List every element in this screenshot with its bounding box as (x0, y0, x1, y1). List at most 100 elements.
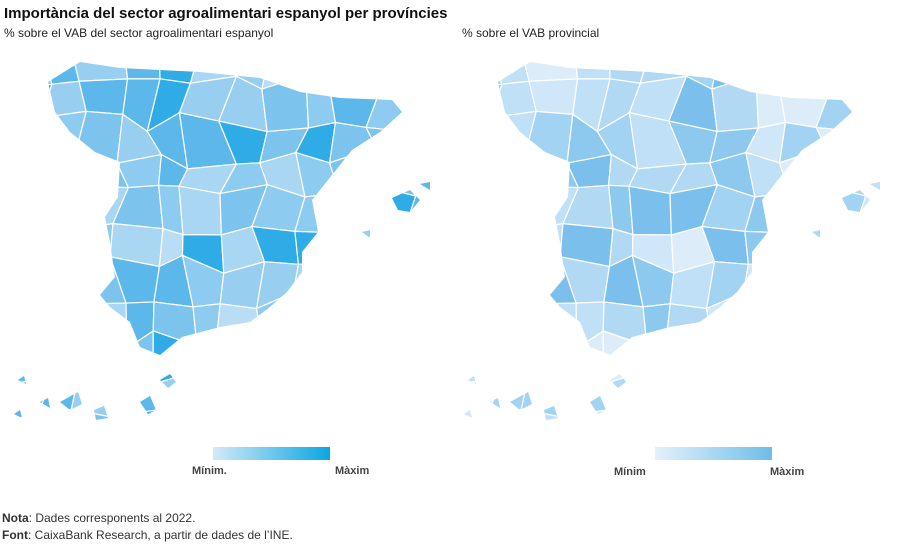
province (255, 261, 300, 310)
province (816, 266, 851, 307)
province (110, 409, 158, 420)
province (816, 230, 855, 269)
province (338, 186, 380, 239)
province (398, 299, 430, 336)
map (464, 62, 880, 420)
province (744, 230, 795, 265)
province (488, 263, 542, 310)
legend-scale (213, 447, 330, 460)
note-text: : Dades corresponents al 2022. (29, 511, 196, 525)
province (152, 372, 188, 414)
province (370, 186, 417, 239)
province (745, 368, 793, 418)
province (629, 369, 683, 414)
legend-max: Màxim (335, 465, 369, 477)
province (672, 369, 707, 420)
province (779, 62, 829, 96)
province (252, 375, 308, 420)
province (464, 263, 496, 314)
province (14, 415, 57, 420)
province (78, 78, 129, 116)
province (815, 85, 866, 134)
province (408, 78, 430, 134)
province (464, 377, 503, 420)
province (407, 371, 430, 419)
province (14, 328, 53, 385)
province (857, 371, 880, 419)
province (811, 301, 864, 342)
province (152, 330, 198, 386)
province (811, 333, 864, 384)
province (464, 62, 503, 93)
province (255, 416, 308, 420)
province (847, 254, 880, 303)
province (38, 229, 92, 274)
province (520, 62, 579, 82)
province (815, 126, 866, 166)
province (742, 260, 792, 301)
province (520, 376, 570, 418)
province (337, 408, 375, 420)
province (487, 151, 525, 187)
province (755, 73, 787, 129)
province (375, 145, 417, 197)
province (222, 369, 257, 420)
province (848, 299, 880, 336)
note-label: Nota (2, 511, 29, 525)
province (339, 260, 369, 307)
province (858, 78, 880, 134)
province (464, 415, 507, 420)
province (14, 263, 46, 314)
provinces (464, 62, 880, 420)
province (153, 409, 189, 420)
province (602, 372, 638, 414)
province (76, 336, 128, 380)
province (742, 291, 792, 347)
province (216, 303, 264, 347)
province (629, 405, 687, 420)
province (407, 333, 430, 384)
province (825, 145, 867, 197)
legend-min: Mínim (614, 466, 646, 478)
province (573, 62, 611, 80)
province (666, 303, 714, 347)
province (400, 62, 430, 88)
province (37, 151, 75, 187)
province (788, 186, 830, 239)
province (372, 62, 411, 96)
province (14, 151, 48, 195)
province (40, 62, 80, 85)
province (44, 328, 94, 380)
province (520, 302, 578, 350)
province (490, 62, 530, 85)
legend-max: Màxim (770, 466, 804, 478)
province (186, 328, 233, 375)
title: Importància del sector agroalimentari es… (4, 5, 447, 22)
province (464, 308, 496, 332)
province (179, 405, 237, 420)
province (808, 374, 863, 410)
province (339, 232, 372, 270)
province (520, 408, 574, 420)
province (464, 227, 491, 276)
province (752, 413, 790, 420)
province (292, 291, 342, 347)
province (295, 328, 343, 378)
province (702, 328, 754, 385)
province (365, 85, 416, 134)
province (528, 78, 579, 116)
map (14, 62, 430, 420)
subtitle: % sobre el VAB del sector agroalimentari… (4, 26, 273, 40)
province (493, 303, 545, 338)
province (488, 184, 525, 241)
province (192, 303, 221, 348)
province (705, 261, 750, 310)
source-text: : CaixaBank Research, a partir de dades … (28, 528, 293, 542)
province (14, 308, 46, 332)
province (485, 408, 532, 420)
province (361, 301, 414, 342)
province (464, 328, 503, 385)
province (35, 377, 79, 420)
province (603, 409, 639, 420)
province (302, 413, 340, 420)
